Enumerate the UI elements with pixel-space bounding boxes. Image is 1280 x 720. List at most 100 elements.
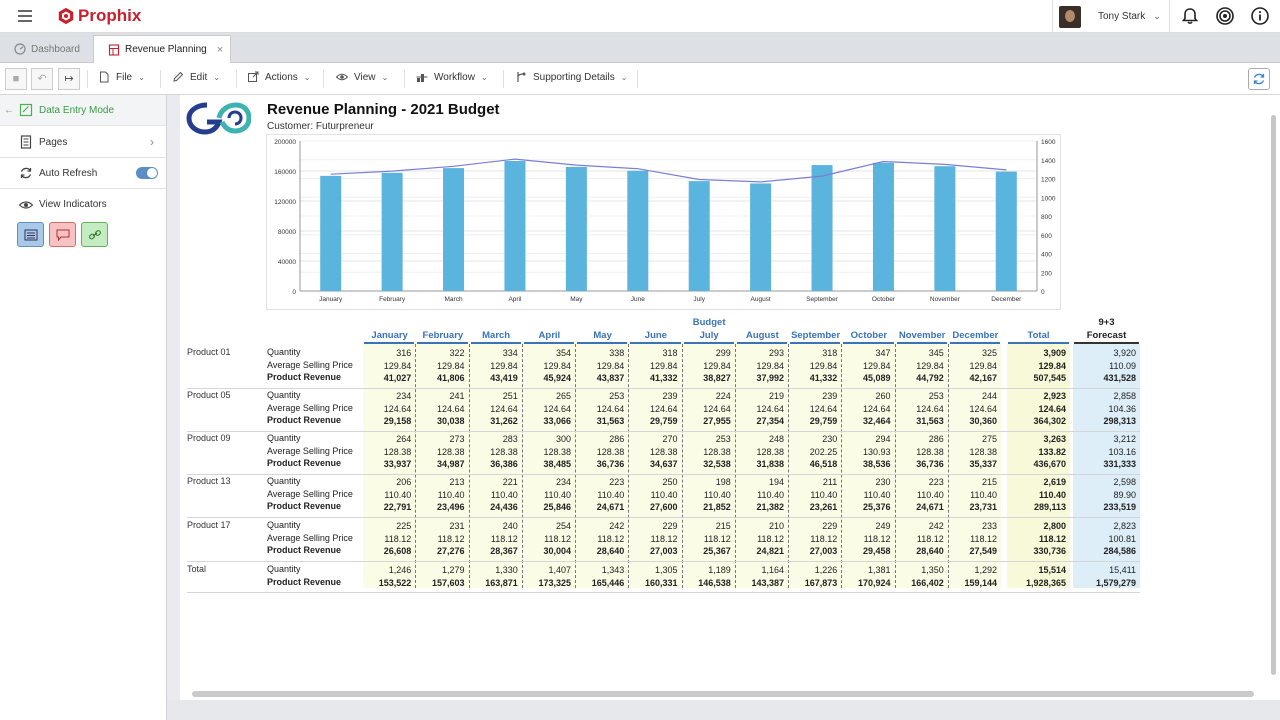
quantity-cell[interactable]: 253 bbox=[715, 434, 731, 444]
revenue-cell[interactable]: 27,003 bbox=[809, 546, 838, 557]
collapse-panel-icon[interactable]: ↦ bbox=[58, 68, 80, 90]
total-revenue-cell[interactable]: 163,871 bbox=[485, 577, 518, 588]
quantity-cell[interactable]: 240 bbox=[502, 521, 518, 531]
revenue-cell[interactable]: 23,731 bbox=[969, 502, 997, 513]
revenue-cell[interactable]: 30,038 bbox=[436, 416, 465, 427]
revenue-cell[interactable]: 28,640 bbox=[916, 546, 944, 557]
quantity-cell[interactable]: 229 bbox=[662, 521, 678, 531]
revenue-cell[interactable]: 27,955 bbox=[703, 416, 731, 427]
asp-cell[interactable]: 129.84 bbox=[703, 360, 731, 371]
asp-cell[interactable]: 128.38 bbox=[756, 446, 784, 457]
quantity-cell[interactable]: 294 bbox=[875, 434, 891, 444]
quantity-cell[interactable]: 318 bbox=[822, 348, 838, 358]
asp-cell[interactable]: 110.40 bbox=[703, 489, 731, 500]
asp-cell[interactable]: 129.84 bbox=[862, 360, 891, 371]
asp-cell[interactable]: 128.38 bbox=[969, 446, 997, 457]
asp-cell[interactable]: 124.64 bbox=[809, 403, 838, 414]
quantity-cell[interactable]: 299 bbox=[715, 348, 731, 358]
quantity-cell[interactable]: 230 bbox=[822, 434, 838, 444]
refresh-button[interactable] bbox=[1248, 68, 1270, 90]
quantity-cell[interactable]: 334 bbox=[502, 348, 518, 358]
revenue-cell[interactable]: 31,262 bbox=[490, 416, 518, 427]
quantity-cell[interactable]: 286 bbox=[609, 434, 625, 444]
revenue-cell[interactable]: 23,496 bbox=[436, 502, 465, 513]
quantity-cell[interactable]: 265 bbox=[555, 391, 571, 401]
asp-forecast-cell[interactable]: 103.16 bbox=[1108, 446, 1136, 457]
asp-cell[interactable]: 128.38 bbox=[490, 446, 518, 457]
asp-cell[interactable]: 124.64 bbox=[916, 403, 944, 414]
quantity-cell[interactable]: 224 bbox=[715, 391, 731, 401]
revenue-cell[interactable]: 41,027 bbox=[383, 373, 412, 384]
quantity-cell[interactable]: 223 bbox=[928, 477, 944, 487]
quantity-cell[interactable]: 253 bbox=[928, 391, 944, 401]
quantity-cell[interactable]: 234 bbox=[555, 477, 571, 487]
revenue-cell[interactable]: 34,987 bbox=[436, 459, 465, 470]
revenue-cell[interactable]: 24,436 bbox=[490, 502, 518, 513]
asp-cell[interactable]: 129.84 bbox=[596, 360, 625, 371]
revenue-cell[interactable]: 36,736 bbox=[916, 459, 944, 470]
quantity-cell[interactable]: 211 bbox=[822, 477, 838, 487]
horizontal-scrollbar[interactable] bbox=[180, 688, 1268, 700]
revenue-cell[interactable]: 28,367 bbox=[490, 546, 518, 557]
scroll-thumb[interactable] bbox=[192, 691, 1254, 697]
revenue-cell[interactable]: 29,759 bbox=[809, 416, 838, 427]
revenue-cell[interactable]: 24,671 bbox=[916, 502, 944, 513]
quantity-cell[interactable]: 210 bbox=[768, 521, 784, 531]
quantity-cell[interactable]: 251 bbox=[502, 391, 518, 401]
revenue-forecast-cell[interactable]: 298,313 bbox=[1103, 416, 1136, 427]
revenue-cell[interactable]: 36,386 bbox=[490, 459, 518, 470]
file-menu[interactable]: File ⌄ bbox=[98, 71, 145, 83]
revenue-forecast-cell[interactable]: 233,519 bbox=[1103, 502, 1136, 513]
asp-cell[interactable]: 130.93 bbox=[862, 446, 891, 457]
quantity-forecast-cell[interactable]: 3,212 bbox=[1113, 434, 1136, 444]
quantity-cell[interactable]: 213 bbox=[449, 477, 465, 487]
revenue-cell[interactable]: 27,600 bbox=[649, 502, 678, 513]
quantity-cell[interactable]: 239 bbox=[662, 391, 678, 401]
quantity-cell[interactable]: 229 bbox=[822, 521, 838, 531]
asp-cell[interactable]: 110.40 bbox=[810, 489, 838, 500]
total-revenue-cell[interactable]: 167,873 bbox=[804, 577, 838, 588]
quantity-cell[interactable]: 345 bbox=[928, 348, 944, 358]
revenue-cell[interactable]: 21,382 bbox=[756, 502, 784, 513]
quantity-forecast-cell[interactable]: 2,858 bbox=[1113, 391, 1136, 401]
asp-cell[interactable]: 118.12 bbox=[490, 533, 518, 544]
quantity-cell[interactable]: 244 bbox=[981, 391, 997, 401]
asp-cell[interactable]: 110.40 bbox=[757, 489, 784, 500]
total-revenue-cell[interactable]: 166,402 bbox=[911, 577, 944, 588]
revenue-cell[interactable]: 44,792 bbox=[916, 373, 944, 384]
info-icon[interactable] bbox=[1250, 6, 1270, 26]
quantity-cell[interactable]: 260 bbox=[875, 391, 891, 401]
quantity-cell[interactable]: 194 bbox=[768, 477, 784, 487]
total-revenue-cell[interactable]: 146,538 bbox=[698, 577, 731, 588]
total-quantity-cell[interactable]: 1,305 bbox=[654, 565, 678, 575]
quantity-cell[interactable]: 316 bbox=[396, 348, 412, 358]
asp-cell[interactable]: 128.38 bbox=[596, 446, 625, 457]
asp-forecast-cell[interactable]: 89.90 bbox=[1113, 489, 1136, 500]
asp-cell[interactable]: 124.64 bbox=[756, 403, 784, 414]
revenue-cell[interactable]: 27,549 bbox=[969, 546, 997, 557]
app-logo[interactable]: Prophix bbox=[57, 6, 141, 26]
revenue-cell[interactable]: 33,066 bbox=[543, 416, 571, 427]
asp-forecast-cell[interactable]: 110.09 bbox=[1109, 360, 1136, 371]
asp-cell[interactable]: 129.84 bbox=[436, 360, 465, 371]
pages-row[interactable]: Pages › bbox=[0, 127, 166, 158]
links-indicator-button[interactable] bbox=[81, 222, 108, 247]
asp-cell[interactable]: 110.40 bbox=[490, 489, 518, 500]
revenue-cell[interactable]: 38,485 bbox=[543, 459, 571, 470]
quantity-cell[interactable]: 231 bbox=[449, 521, 465, 531]
revenue-cell[interactable]: 31,838 bbox=[756, 459, 784, 470]
quantity-cell[interactable]: 273 bbox=[449, 434, 465, 444]
asp-cell[interactable]: 110.40 bbox=[384, 489, 412, 500]
asp-cell[interactable]: 129.84 bbox=[543, 360, 571, 371]
asp-cell[interactable]: 124.64 bbox=[596, 403, 625, 414]
quantity-cell[interactable]: 215 bbox=[715, 521, 731, 531]
asp-cell[interactable]: 124.64 bbox=[490, 403, 518, 414]
revenue-cell[interactable]: 32,464 bbox=[862, 416, 891, 427]
quantity-cell[interactable]: 221 bbox=[502, 477, 518, 487]
revenue-cell[interactable]: 29,458 bbox=[862, 546, 891, 557]
quantity-cell[interactable]: 300 bbox=[555, 434, 571, 444]
total-revenue-cell[interactable]: 160,331 bbox=[644, 577, 678, 588]
revenue-cell[interactable]: 41,332 bbox=[649, 373, 678, 384]
asp-cell[interactable]: 128.38 bbox=[703, 446, 731, 457]
asp-cell[interactable]: 124.64 bbox=[543, 403, 571, 414]
